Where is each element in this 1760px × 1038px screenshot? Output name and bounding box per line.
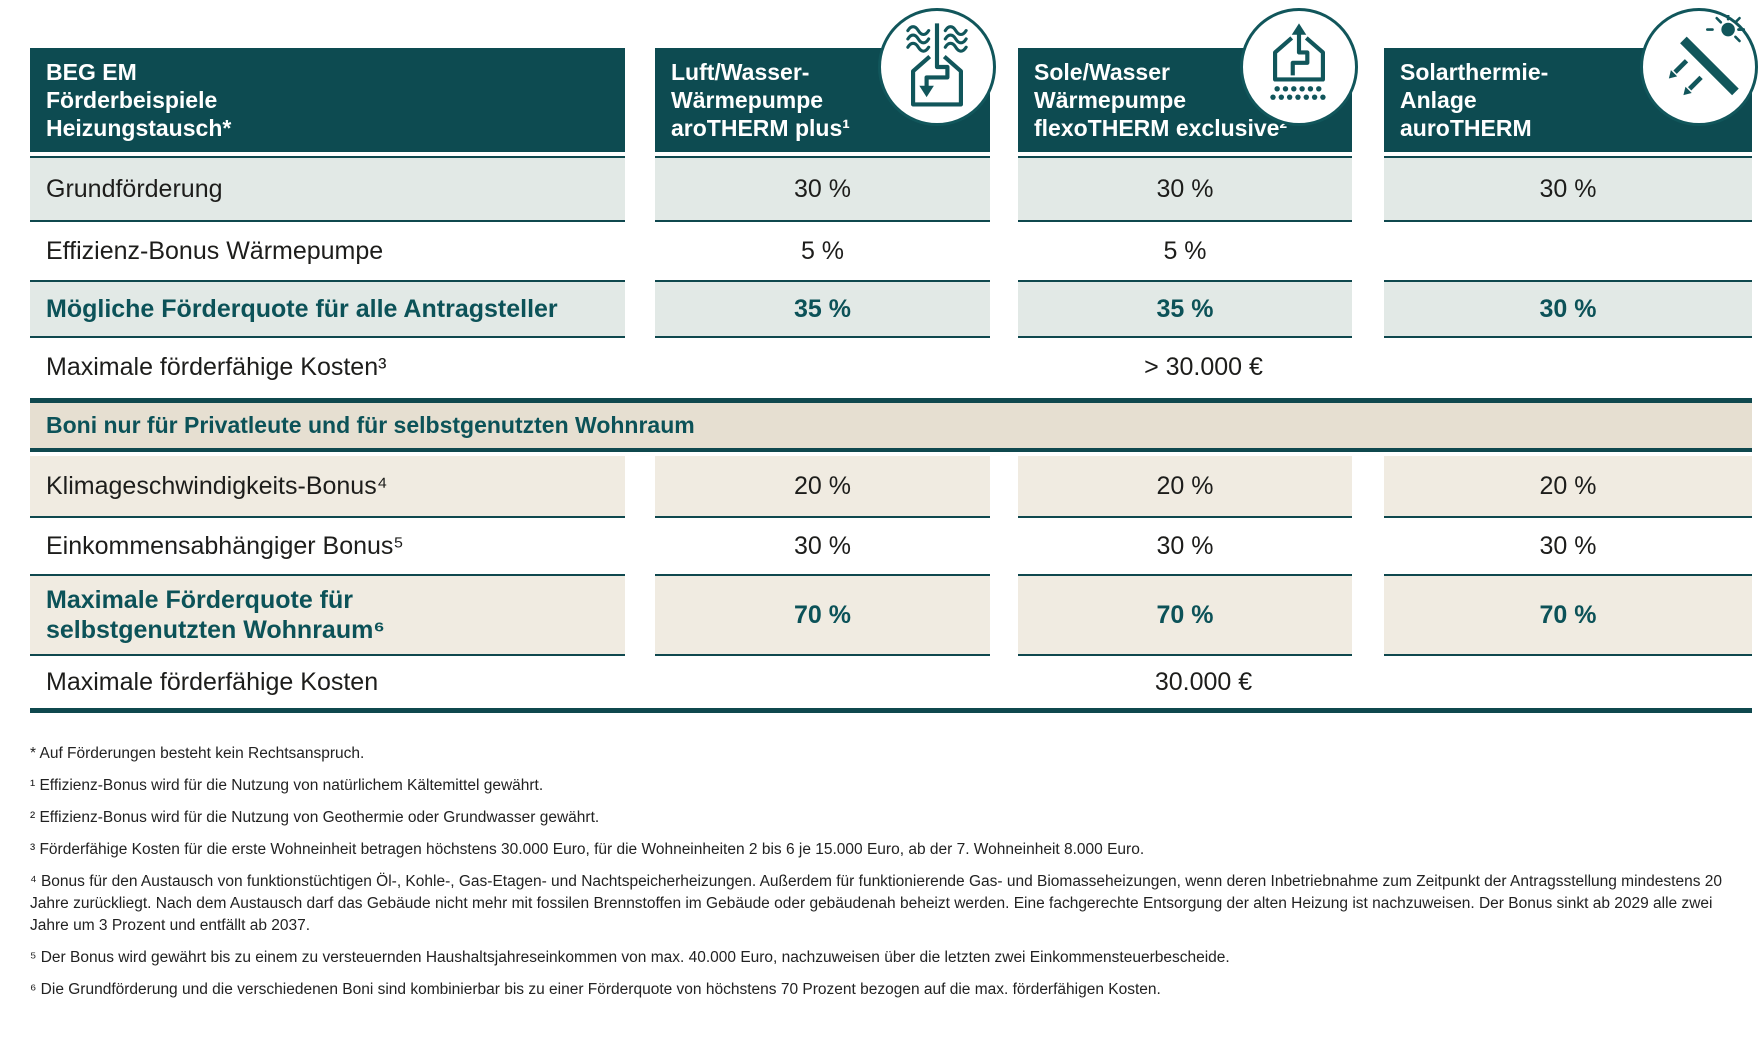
table-row-einkommensabhaengiger-bonus: Einkommensabhängiger Bonus⁵ 30 % 30 % 30… — [30, 518, 1752, 574]
funding-table: BEG EM Förderbeispiele Heizungstausch* L… — [30, 8, 1758, 713]
footnote-2: ² Effizienz-Bonus wird für die Nutzung v… — [30, 809, 600, 826]
row-value: 35 % — [1018, 280, 1352, 338]
row-value: 35 % — [655, 280, 990, 338]
row-value: 30 % — [655, 156, 990, 222]
row-value: 30 % — [1539, 531, 1597, 560]
table-row-max-kosten-oben: Maximale förderfähige Kosten³ > 30.000 € — [30, 338, 1752, 396]
footnote-4: ⁴ Bonus für den Austausch von funktionst… — [30, 873, 1722, 934]
row-value: 20 % — [655, 456, 990, 518]
brine-water-heat-pump-icon — [1240, 8, 1358, 126]
solar-thermal-icon — [1640, 8, 1758, 126]
section-band-boni: Boni nur für Privatleute und für selbstg… — [30, 398, 1752, 452]
column-header-aurotherm: Solarthermie- Anlage auroTHERM — [1384, 8, 1758, 152]
row-label: Mögliche Förderquote für alle Antragstel… — [46, 294, 558, 323]
row-value: 70 % — [1384, 574, 1752, 656]
row-label: Einkommensabhängiger Bonus⁵ — [46, 531, 404, 560]
row-value: 30 % — [1384, 280, 1752, 338]
section-band-label: Boni nur für Privatleute und für selbstg… — [46, 412, 695, 438]
footnote-asterisk: * Auf Förderungen besteht kein Rechtsans… — [30, 745, 365, 762]
table-bottom-rule — [30, 708, 1752, 713]
row-value: 20 % — [1384, 456, 1752, 518]
row-span-value: > 30.000 € — [1144, 352, 1263, 381]
row-value: 70 % — [655, 574, 990, 656]
column-header-flexotherm: Sole/Wasser Wärmepumpe flexoTHERM exclus… — [1018, 8, 1358, 152]
table-row-effizienz-bonus: Effizienz-Bonus Wärmepumpe 5 % 5 % — [30, 222, 1752, 280]
row-value: 20 % — [1018, 456, 1352, 518]
footnotes: * Auf Förderungen besteht kein Rechtsans… — [30, 743, 1742, 1001]
table-row-moegliche-foerderquote: Mögliche Förderquote für alle Antragstel… — [30, 280, 1752, 338]
row-label: Maximale förderfähige Kosten — [46, 667, 379, 696]
row-value: 30 % — [1156, 531, 1214, 560]
column-header-aerotherm: Luft/Wasser- Wärmepumpe aroTHERM plus¹ — [655, 8, 996, 152]
row-label: Maximale Förderquote für selbstgenutzten… — [46, 586, 385, 644]
table-row-klimageschwindigkeits-bonus: Klimageschwindigkeits-Bonus⁴ 20 % 20 % 2… — [30, 456, 1752, 518]
table-row-max-kosten-unten: Maximale förderfähige Kosten 30.000 € — [30, 656, 1752, 708]
air-water-heat-pump-icon — [878, 8, 996, 126]
table-corner-title: BEG EM Förderbeispiele Heizungstausch* — [30, 48, 625, 152]
table-row-grundfoerderung: Grundförderung 30 % 30 % 30 % — [30, 156, 1752, 222]
table-header-row: BEG EM Förderbeispiele Heizungstausch* L… — [30, 8, 1758, 152]
column-header-label: Sole/Wasser Wärmepumpe flexoTHERM exclus… — [1034, 59, 1288, 141]
row-label: Effizienz-Bonus Wärmepumpe — [46, 236, 384, 265]
row-value: 30 % — [1018, 156, 1352, 222]
row-label: Maximale förderfähige Kosten³ — [46, 352, 387, 381]
row-value: 5 % — [1163, 236, 1207, 265]
row-value: 30 % — [1384, 156, 1752, 222]
row-label: Grundförderung — [46, 174, 223, 203]
row-value: 5 % — [800, 236, 845, 265]
table-row-maximale-foerderquote: Maximale Förderquote für selbstgenutzten… — [30, 574, 1752, 656]
column-header-label: Solarthermie- Anlage auroTHERM — [1400, 59, 1549, 141]
row-value: 70 % — [1018, 574, 1352, 656]
footnote-6: ⁶ Die Grundförderung und die verschieden… — [30, 981, 1161, 998]
row-value: 30 % — [794, 531, 851, 560]
footnote-5: ⁵ Der Bonus wird gewährt bis zu einem zu… — [30, 949, 1230, 966]
footnote-1: ¹ Effizienz-Bonus wird für die Nutzung v… — [30, 777, 544, 794]
row-span-value: 30.000 € — [1154, 667, 1253, 696]
row-value — [1384, 222, 1752, 280]
row-label: Klimageschwindigkeits-Bonus⁴ — [46, 471, 388, 500]
column-header-label: Luft/Wasser- Wärmepumpe aroTHERM plus¹ — [671, 59, 850, 141]
footnote-3: ³ Förderfähige Kosten für die erste Wohn… — [30, 841, 1145, 858]
